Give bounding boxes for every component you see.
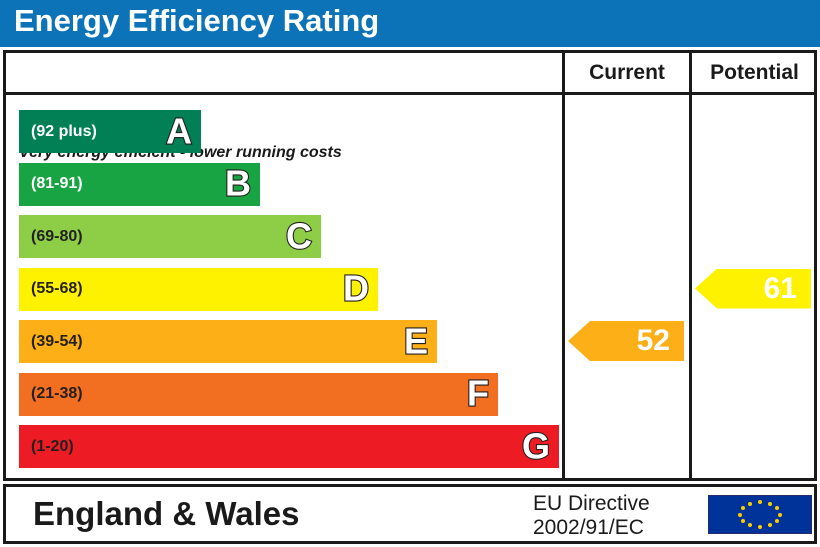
- band-range-label: (81-91): [31, 175, 83, 192]
- eu-flag-star: [775, 506, 780, 511]
- chart-footer: England & Wales EU Directive 2002/91/EC: [3, 484, 817, 544]
- eu-flag-star: [758, 525, 762, 529]
- eu-flag-icon: [708, 495, 812, 534]
- eu-flag-star: [775, 518, 780, 523]
- band-letter-label: A: [165, 109, 193, 151]
- band-letter-label: C: [285, 214, 313, 256]
- eu-flag-star: [768, 523, 772, 528]
- page-title: Energy Efficiency Rating: [14, 3, 380, 38]
- rating-band-g: (1-20) G: [19, 425, 559, 468]
- column-header-current: Current: [589, 61, 665, 84]
- eu-flag-star: [758, 500, 762, 504]
- band-range-label: (55-68): [31, 280, 83, 297]
- column-header-potential: Potential: [710, 61, 799, 84]
- potential-column-divider: [689, 53, 692, 481]
- eu-flag-star: [740, 518, 745, 523]
- directive-line-1: EU Directive: [533, 492, 650, 515]
- band-letter-label: G: [521, 424, 551, 466]
- band-range-label: (1-20): [31, 437, 74, 455]
- current-rating-arrow: 52: [568, 321, 684, 361]
- chart-header-bar: Energy Efficiency Rating: [0, 0, 820, 47]
- header-row-divider: [6, 92, 814, 95]
- eu-flag-star: [740, 506, 745, 511]
- band-letter-label: F: [466, 372, 490, 414]
- rating-band-b: (81-91) B: [19, 162, 260, 206]
- band-letter-label: E: [403, 319, 429, 361]
- potential-rating-value: 61: [763, 271, 797, 305]
- rating-band-e: (39-54) E: [19, 320, 437, 363]
- rating-band-d: (55-68) D: [19, 267, 378, 311]
- rating-band-c: (69-80) C: [19, 215, 321, 258]
- eu-flag-star: [748, 523, 752, 528]
- band-range-label: (21-38): [31, 385, 83, 402]
- eu-flag-star: [738, 512, 742, 517]
- current-rating-value: 52: [636, 324, 670, 357]
- directive-line-2: 2002/91/EC: [533, 516, 644, 539]
- eu-flag-star: [748, 501, 752, 506]
- current-column-divider: [562, 53, 565, 481]
- rating-band-f: (21-38) F: [19, 372, 498, 416]
- band-letter-label: B: [224, 162, 252, 204]
- potential-rating-arrow: 61: [695, 268, 811, 309]
- band-range-label: (69-80): [31, 227, 83, 245]
- band-range-label: (39-54): [31, 332, 83, 350]
- footer-directive-label: EU Directive 2002/91/EC: [533, 492, 650, 540]
- band-letter-label: D: [342, 267, 370, 309]
- eu-flag-star: [778, 512, 782, 517]
- rating-table: Current Potential Very energy efficient …: [3, 50, 817, 532]
- footer-region-label: England & Wales: [33, 495, 300, 532]
- band-range-label: (92 plus): [31, 122, 97, 140]
- rating-band-a: (92 plus) A: [19, 110, 201, 153]
- eu-flag-star: [768, 501, 772, 506]
